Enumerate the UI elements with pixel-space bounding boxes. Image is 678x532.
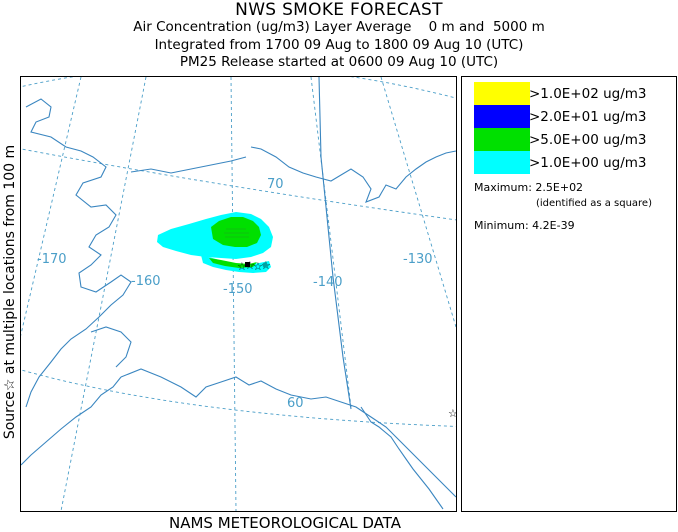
map-panel: ☆ ☆ ☆ ☆ ☆ 70 60 -170 -160 -150 -140 -130	[20, 76, 457, 512]
lon-label-150: -150	[223, 282, 253, 297]
legend-swatch-green	[474, 128, 530, 151]
meridian-130	[380, 77, 456, 329]
meridian-150	[230, 77, 237, 511]
lon-label-160: -160	[131, 274, 161, 289]
met-data-label: NAMS METEOROLOGICAL DATA	[169, 514, 401, 532]
integration-period: Integrated from 1700 09 Aug to 1800 09 A…	[154, 37, 524, 53]
bristol-bay	[90, 326, 132, 368]
chart-title: NWS SMOKE FORECAST	[235, 0, 443, 20]
lat-label-60: 60	[287, 396, 304, 411]
maximum-square	[245, 262, 250, 267]
alaska-coast	[21, 98, 456, 498]
meridian-170	[21, 77, 82, 337]
legend-swatch-cyan	[474, 151, 530, 174]
lat-75-arc	[21, 77, 456, 99]
source-side-text: Source☆ at multiple locations from 100 m	[2, 144, 18, 440]
lat-70-arc	[21, 148, 456, 221]
legend-label-1e0: >1.0E+00 ug/m3	[529, 155, 647, 171]
legend-swatch-yellow	[474, 82, 530, 105]
alaska-map: ☆ ☆ ☆ ☆ ☆ 70 60 -170 -160 -150 -140 -130	[21, 77, 456, 511]
maximum-value: Maximum: 2.5E+02	[474, 181, 584, 194]
lat-label-70: 70	[267, 177, 284, 192]
legend-label-1e2: >1.0E+02 ug/m3	[529, 86, 647, 102]
lon-label-130: -130	[403, 252, 433, 267]
concentration-subtitle: Air Concentration (ug/m3) Layer Average …	[133, 19, 545, 35]
plume-hatch	[224, 228, 249, 238]
plume-green-north	[211, 217, 261, 247]
lon-label-170: -170	[37, 252, 67, 267]
source-star-3: ☆	[253, 260, 263, 273]
alaska-north-slope	[130, 156, 247, 174]
canada-border	[318, 77, 352, 410]
legend-panel: >1.0E+02 ug/m3 >2.0E+01 ug/m3 >5.0E+00 u…	[461, 76, 677, 512]
lat-60-arc	[21, 369, 456, 427]
minimum-value: Minimum: 4.2E-39	[474, 219, 575, 232]
source-side-label: Source☆ at multiple locations from 100 m	[0, 72, 20, 512]
legend-label-2e1: >2.0E+01 ug/m3	[529, 109, 647, 125]
legend-label-5e0: >5.0E+00 ug/m3	[529, 132, 647, 148]
panhandle	[360, 406, 444, 510]
meridian-140	[310, 77, 352, 408]
coastline-group	[21, 77, 456, 510]
meridian-160	[60, 77, 147, 511]
source-markers: ☆ ☆ ☆ ☆ ☆	[237, 259, 456, 420]
release-start: PM25 Release started at 0600 09 Aug 10 (…	[179, 54, 499, 70]
maximum-note: (identified as a square)	[536, 198, 652, 209]
source-dot	[262, 262, 268, 268]
source-star-1: ☆	[237, 260, 247, 273]
source-star-5: ☆	[448, 407, 456, 420]
lon-label-140: -140	[313, 275, 343, 290]
legend-swatch-blue	[474, 105, 530, 128]
